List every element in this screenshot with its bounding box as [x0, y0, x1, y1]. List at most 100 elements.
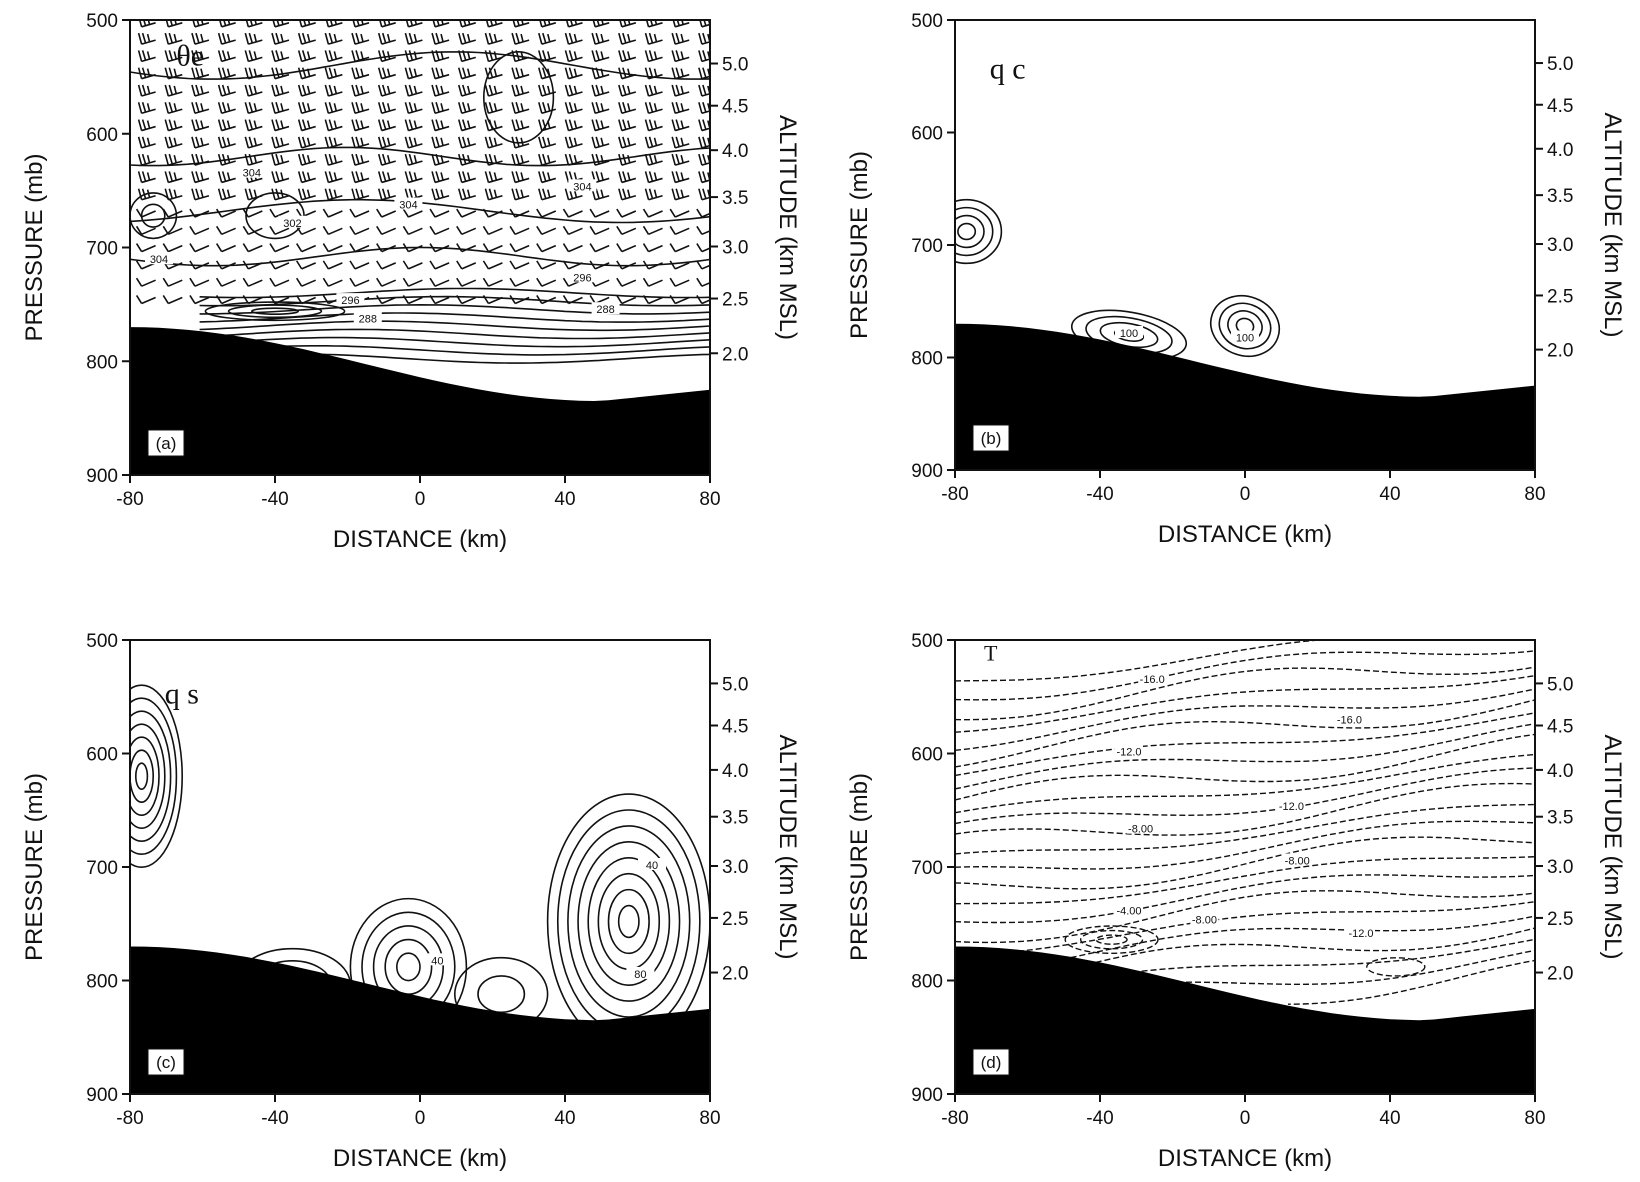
plot-area: 100 100	[955, 198, 1535, 470]
wind-barb	[618, 136, 637, 149]
wind-barb	[244, 50, 263, 63]
wind-barb	[165, 20, 183, 28]
panel-label: (a)	[147, 429, 185, 457]
wind-barb	[564, 67, 583, 80]
wind-barb	[245, 20, 263, 28]
wind-barb	[351, 136, 370, 149]
wind-barb	[564, 136, 583, 149]
wind-barb	[618, 84, 637, 97]
wind-barb	[698, 50, 710, 63]
contour-line	[140, 203, 166, 228]
contour-line	[199, 320, 710, 332]
y-tick-label: 500	[86, 11, 118, 32]
wind-barb	[509, 295, 530, 305]
wind-barb	[484, 136, 503, 149]
wind-barb	[164, 50, 183, 63]
wind-barb	[191, 119, 210, 132]
contour-label-bg	[1231, 330, 1259, 343]
wind-barb	[164, 188, 183, 201]
y-tick-label: 700	[86, 858, 118, 879]
wind-barb	[591, 171, 610, 184]
wind-barb	[324, 102, 343, 115]
x-tick-label: -40	[261, 1108, 288, 1129]
wind-barb	[325, 20, 343, 28]
wind-barb	[698, 136, 710, 149]
wind-barb	[698, 32, 710, 45]
wind-barb	[671, 136, 690, 149]
contour-line	[199, 303, 710, 315]
wind-barb	[619, 20, 637, 28]
wind-barb	[215, 277, 236, 287]
wind-barb	[431, 84, 450, 97]
wind-barb	[137, 119, 156, 132]
y-axis-label: PRESSURE (mb)	[846, 773, 873, 961]
contour-label-bg	[626, 966, 655, 979]
wind-barb	[642, 277, 663, 287]
wind-barb	[379, 20, 396, 28]
wind-barb	[162, 208, 183, 218]
wind-barb	[618, 119, 637, 132]
contour-label-bg	[1335, 712, 1364, 725]
x-tick-label: -40	[1086, 1108, 1113, 1129]
wind-barb	[271, 136, 290, 149]
wind-barb	[324, 153, 343, 166]
wind-barb	[642, 243, 663, 253]
wind-barb	[564, 119, 583, 132]
panel-b: 100 100 500 600 700 800 900-80 -40 0 40 80 5.0 4.5 4.…	[846, 11, 1626, 548]
wind-barb	[591, 50, 610, 63]
wind-barb	[511, 119, 530, 132]
wind-barb	[271, 102, 290, 115]
y-tick-label: 500	[86, 631, 118, 652]
wind-barb	[669, 260, 690, 270]
y-tick-label: 800	[911, 972, 943, 993]
wind-barb	[482, 277, 503, 287]
wind-barb	[137, 136, 156, 149]
wind-barb	[164, 84, 183, 97]
wind-barb	[217, 153, 236, 166]
y2-tick-label: 4.5	[722, 97, 748, 118]
wind-barb	[272, 20, 290, 28]
wind-barb	[536, 243, 557, 253]
wind-barb	[511, 102, 530, 115]
wind-barb	[669, 208, 690, 218]
wind-barb	[217, 171, 236, 184]
wind-barb	[484, 32, 503, 45]
wind-barb	[189, 295, 210, 305]
wind-barb	[644, 136, 663, 149]
contour-line	[1366, 957, 1426, 977]
contour-line	[204, 301, 346, 322]
wind-barb	[377, 188, 396, 201]
wind-barb	[642, 225, 663, 236]
panel-a: 3043023043043042962962882885006007008009…	[21, 11, 801, 553]
y2-tick-label: 3.5	[1547, 186, 1573, 207]
wind-barb	[297, 84, 316, 97]
wind-barb	[562, 225, 583, 236]
wind-barb	[644, 153, 663, 166]
contour-line	[1064, 925, 1159, 954]
wind-barb	[324, 84, 343, 97]
wind-barb	[457, 50, 476, 63]
wind-barb	[244, 102, 263, 115]
contour-label-bg	[638, 858, 666, 870]
wind-barb	[669, 295, 690, 305]
contour-line	[955, 949, 1535, 1017]
contour-line	[251, 307, 300, 316]
contour-label-bg	[145, 252, 173, 265]
contour-line	[955, 901, 1535, 957]
wind-barb	[536, 225, 557, 236]
wind-barb	[189, 243, 210, 253]
wind-barb	[244, 188, 263, 201]
wind-barb	[297, 102, 316, 115]
wind-barb	[217, 84, 236, 97]
wind-barb	[616, 225, 637, 236]
x-axis-label: DISTANCE (km)	[1158, 1145, 1332, 1172]
wind-barb	[297, 171, 316, 184]
panel-label: (b)	[972, 424, 1010, 452]
wind-barb	[137, 50, 156, 63]
wind-barb	[538, 50, 557, 63]
wind-barb	[215, 225, 236, 236]
contour-label-bg	[568, 179, 597, 192]
wind-barb	[376, 225, 397, 236]
y2-tick-label: 2.5	[1547, 286, 1573, 307]
contour-label: -12.0	[1348, 928, 1373, 940]
